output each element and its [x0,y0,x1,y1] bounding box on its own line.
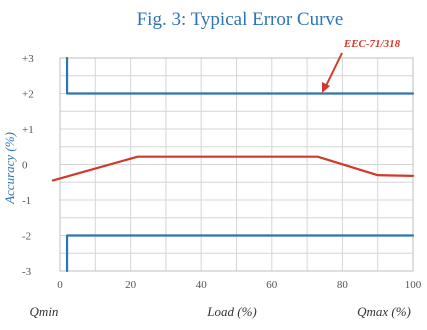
x-tick-label: 0 [57,279,63,291]
x-tick-label: 20 [125,279,137,291]
annotation-label: EEC-71/318 [343,38,401,50]
y-tick-label: +2 [22,89,34,101]
error-limit-lower-line [65,234,415,273]
typical-error-line [51,155,415,182]
annotation-arrow [324,52,343,89]
qmin-label: Qmin [30,304,59,319]
x-tick-label: 80 [337,279,349,291]
x-tick-label: 40 [196,279,208,291]
x-tick-labels: 0 20 40 60 80 100 [57,279,422,291]
x-tick-label: 60 [266,279,278,291]
chart-title: Fig. 3: Typical Error Curve [137,9,344,30]
y-axis-label: Accuracy (%) [2,132,17,205]
y-tick-label: 0 [22,160,28,172]
x-axis-label: Load (%) [206,304,256,319]
y-tick-label: -3 [22,266,32,278]
annotation-arrowhead [322,82,330,93]
qmax-label: Qmax (%) [357,304,411,319]
plot-frame [59,57,414,272]
y-tick-label: +3 [22,53,34,65]
y-tick-label: -2 [22,231,31,243]
error-limit-upper-line [65,56,415,95]
y-tick-label: +1 [22,124,34,136]
series-group [51,56,415,273]
y-tick-label: -1 [22,195,31,207]
x-tick-label: 100 [405,279,422,291]
y-tick-labels: +3 +2 +1 0 -1 -2 -3 [22,53,34,278]
